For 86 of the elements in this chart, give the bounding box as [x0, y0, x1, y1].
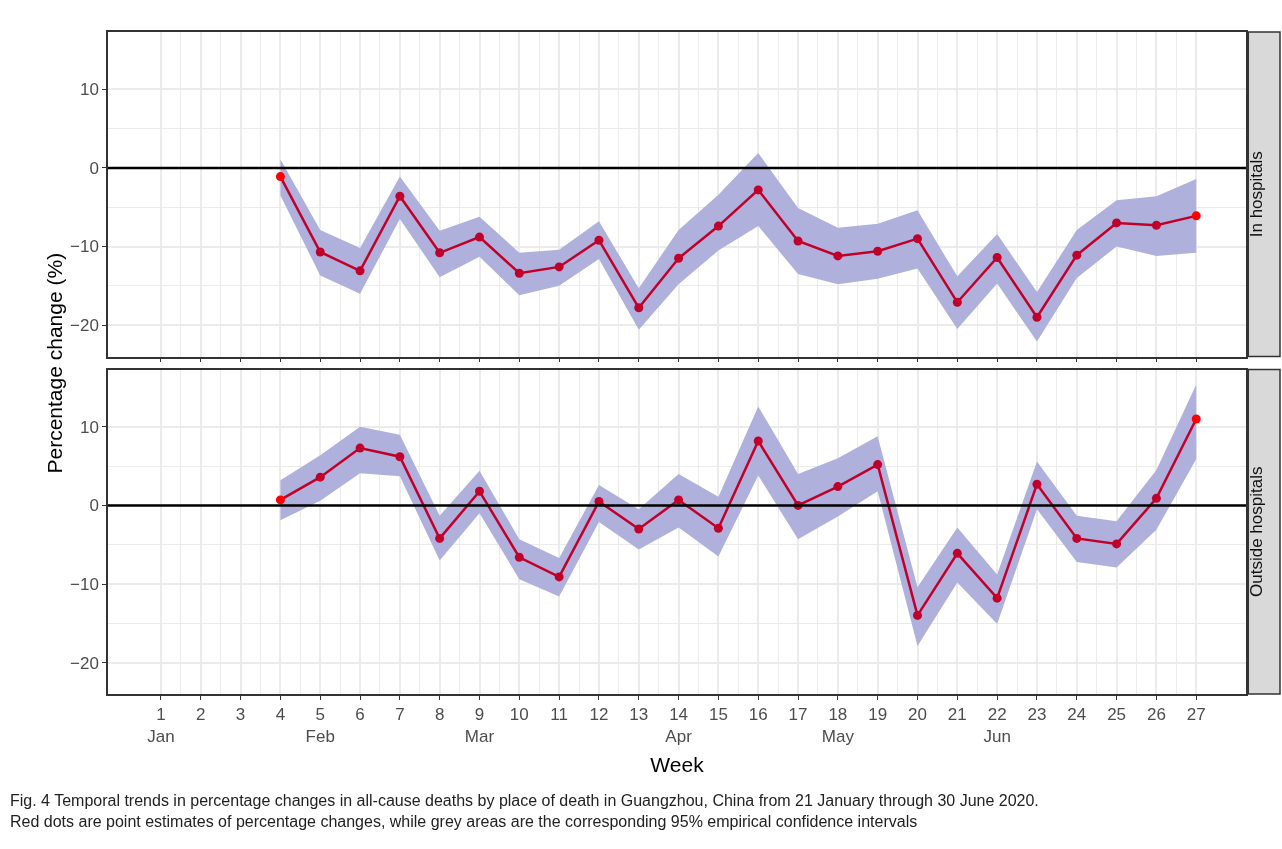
point — [1072, 250, 1082, 260]
point — [992, 593, 1002, 603]
point — [952, 297, 962, 307]
x-tick-label: 11 — [550, 705, 568, 725]
y-tick-label: 0 — [89, 158, 99, 178]
text: In hospitals — [1247, 151, 1267, 238]
point — [952, 548, 962, 558]
point — [435, 248, 445, 258]
x-tick-label: 9 Mar — [464, 705, 495, 747]
point — [315, 247, 325, 257]
point — [554, 572, 564, 582]
caption: Fig. 4 Temporal trends in percentage changes in all-cause deaths by place of death in Guangzhou, China from 21 January through 30 June 2020. Red dots are point estimates of percentage changes, while grey areas are the corresponding 95% empirical confidence intervals — [10, 792, 1039, 830]
x-tick-label: 27 — [1186, 705, 1206, 725]
point — [913, 610, 922, 620]
x-tick-label: 5 Feb — [305, 705, 335, 747]
x-tick-label: 2 — [196, 705, 206, 725]
y-tick-label: 10 — [79, 80, 99, 100]
point — [1151, 220, 1161, 230]
x-tick-label: 24 — [1067, 705, 1087, 725]
point — [634, 524, 644, 534]
x-tick-label: 6 — [355, 705, 365, 725]
y-tick-label: −20 — [70, 653, 99, 673]
point — [753, 185, 763, 195]
point — [475, 486, 484, 496]
point — [435, 533, 445, 543]
point — [1112, 539, 1122, 549]
point — [1112, 218, 1122, 228]
point — [315, 472, 325, 482]
x-tick-label: 3 — [235, 705, 246, 725]
y-tick-label: −10 — [70, 574, 99, 594]
x-tick-label: 14 Apr — [665, 705, 693, 747]
x-tick-label: 7 — [395, 705, 405, 725]
x-tick-label: 4 — [275, 705, 286, 725]
y-tick-label: −10 — [70, 237, 99, 257]
y-tick-label: 10 — [79, 417, 99, 437]
point — [395, 191, 405, 201]
point — [554, 262, 564, 272]
x-tick-label: 21 — [947, 705, 967, 725]
x-tick-label: 12 — [589, 705, 609, 725]
x-axis-title: Week — [650, 752, 705, 776]
point — [594, 235, 604, 245]
point — [475, 232, 484, 242]
x-tick-label: 23 — [1027, 705, 1047, 725]
point — [713, 523, 723, 533]
point — [833, 251, 843, 261]
x-tick-label: 26 — [1146, 705, 1166, 725]
point — [713, 221, 723, 231]
point — [275, 172, 285, 182]
point — [833, 482, 843, 492]
x-tick-label: 19 — [868, 705, 888, 725]
x-tick-label: 10 — [509, 705, 529, 725]
point — [514, 268, 524, 278]
x-tick-label: 25 — [1107, 705, 1127, 725]
point — [355, 266, 365, 276]
y-axis-title: Percentage change (%) — [42, 252, 66, 474]
x-tick-label: 22 Jun — [983, 705, 1011, 747]
point — [753, 436, 763, 446]
point — [1191, 414, 1201, 424]
point — [355, 443, 365, 453]
point — [1032, 312, 1042, 322]
x-tick-label: 17 — [788, 705, 808, 725]
y-tick-label: −20 — [70, 316, 99, 336]
point — [674, 495, 684, 505]
point — [1151, 493, 1161, 503]
x-tick-label: 16 — [748, 705, 768, 725]
point — [275, 495, 285, 505]
x-tick-label: 20 — [908, 705, 927, 725]
x-tick-label: 8 — [434, 705, 445, 725]
point — [395, 452, 405, 462]
point — [674, 253, 684, 263]
y-tick-label: 0 — [89, 496, 99, 516]
point — [793, 236, 803, 246]
x-tick-label: 18 May — [821, 705, 855, 747]
point — [634, 303, 644, 313]
point — [1191, 211, 1201, 221]
point — [913, 234, 922, 244]
point — [514, 552, 524, 562]
x-tick-label: 15 — [708, 705, 728, 725]
x-tick-label: 13 — [629, 705, 649, 725]
point — [873, 460, 883, 470]
text: Outside hospitals — [1247, 466, 1267, 597]
point — [1072, 533, 1082, 543]
point — [992, 253, 1002, 262]
point — [1032, 479, 1042, 489]
x-tick-label: 1 Jan — [147, 705, 175, 747]
point — [873, 246, 883, 256]
